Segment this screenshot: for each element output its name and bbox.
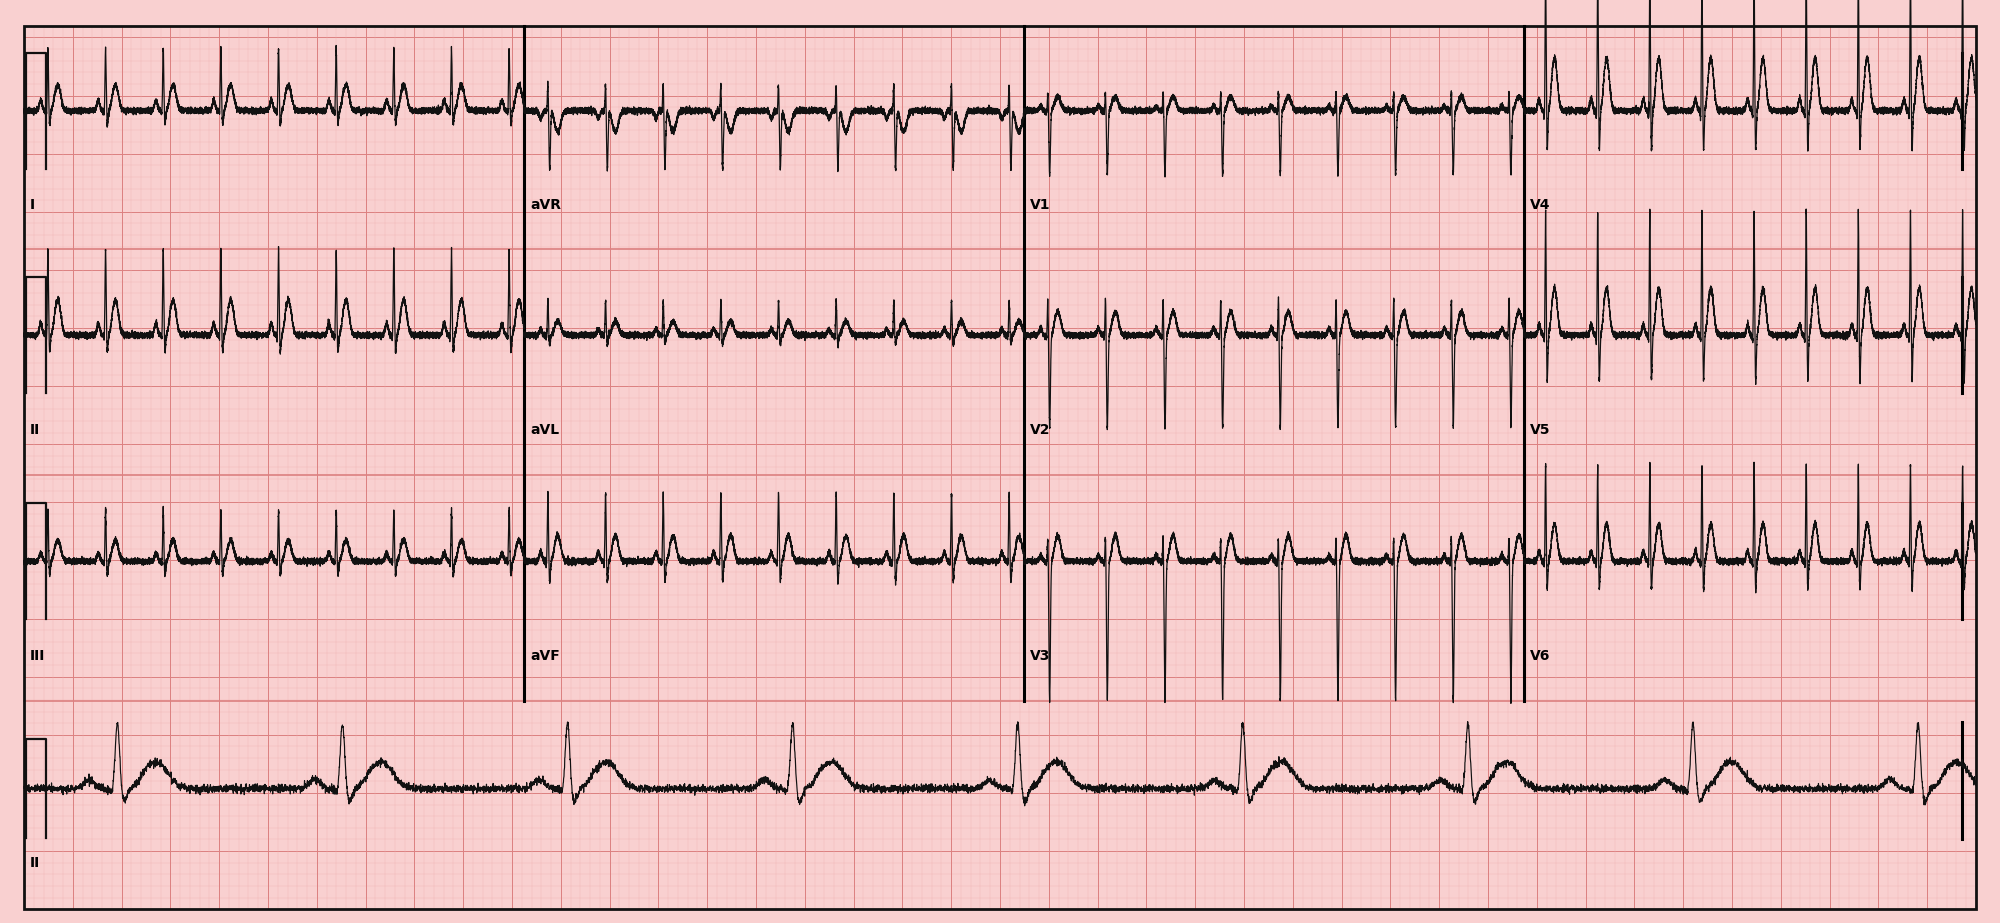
Text: aVF: aVF — [530, 649, 560, 664]
Text: II: II — [30, 423, 40, 438]
Text: II: II — [30, 857, 40, 870]
Text: aVR: aVR — [530, 198, 560, 211]
Text: V2: V2 — [1030, 423, 1050, 438]
Text: aVL: aVL — [530, 423, 560, 438]
Text: V6: V6 — [1530, 649, 1550, 664]
Text: I: I — [30, 198, 36, 211]
Text: V3: V3 — [1030, 649, 1050, 664]
Text: III: III — [30, 649, 46, 664]
Text: V1: V1 — [1030, 198, 1050, 211]
Text: V4: V4 — [1530, 198, 1550, 211]
Text: V5: V5 — [1530, 423, 1550, 438]
